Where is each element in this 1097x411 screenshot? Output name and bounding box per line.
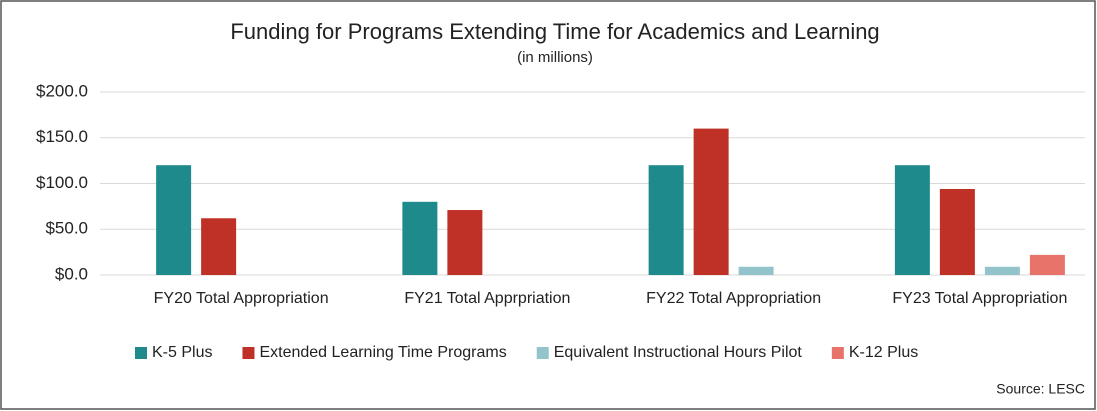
bar	[156, 165, 192, 275]
y-tick-label: $0.0	[55, 264, 88, 283]
bar	[402, 201, 438, 275]
legend-swatch	[242, 347, 255, 359]
y-tick-label: $200.0	[36, 81, 88, 100]
legend-swatch	[831, 347, 844, 359]
x-tick-label: FY23 Total Appropriation	[892, 290, 1067, 307]
bar	[939, 188, 975, 275]
bar	[201, 218, 237, 275]
bar	[894, 165, 930, 275]
x-tick-label: FY20 Total Appropriation	[154, 290, 329, 307]
bar	[984, 266, 1020, 275]
source: Source: LESC	[996, 381, 1085, 397]
y-tick-label: $150.0	[36, 127, 88, 146]
legend-label: K-12 Plus	[849, 344, 918, 361]
bar	[648, 165, 684, 275]
chart-subtitle: (in millions)	[517, 49, 593, 66]
legend-label: K-5 Plus	[152, 344, 212, 361]
bar	[693, 128, 729, 275]
legend-swatch	[135, 347, 147, 359]
legend-label: Equivalent Instructional Hours Pilot	[554, 344, 803, 361]
bar	[738, 266, 774, 275]
bar	[1029, 254, 1065, 275]
chart-title: Funding for Programs Extending Time for …	[230, 19, 879, 44]
x-tick-label: FY22 Total Appropriation	[646, 290, 821, 307]
x-tick-label: FY21 Total Apprpriation	[404, 290, 570, 307]
legend-swatch	[536, 347, 549, 359]
bar	[447, 210, 483, 275]
y-tick-label: $50.0	[45, 219, 88, 238]
y-tick-label: $100.0	[36, 173, 88, 192]
legend-label: Extended Learning Time Programs	[259, 344, 506, 361]
